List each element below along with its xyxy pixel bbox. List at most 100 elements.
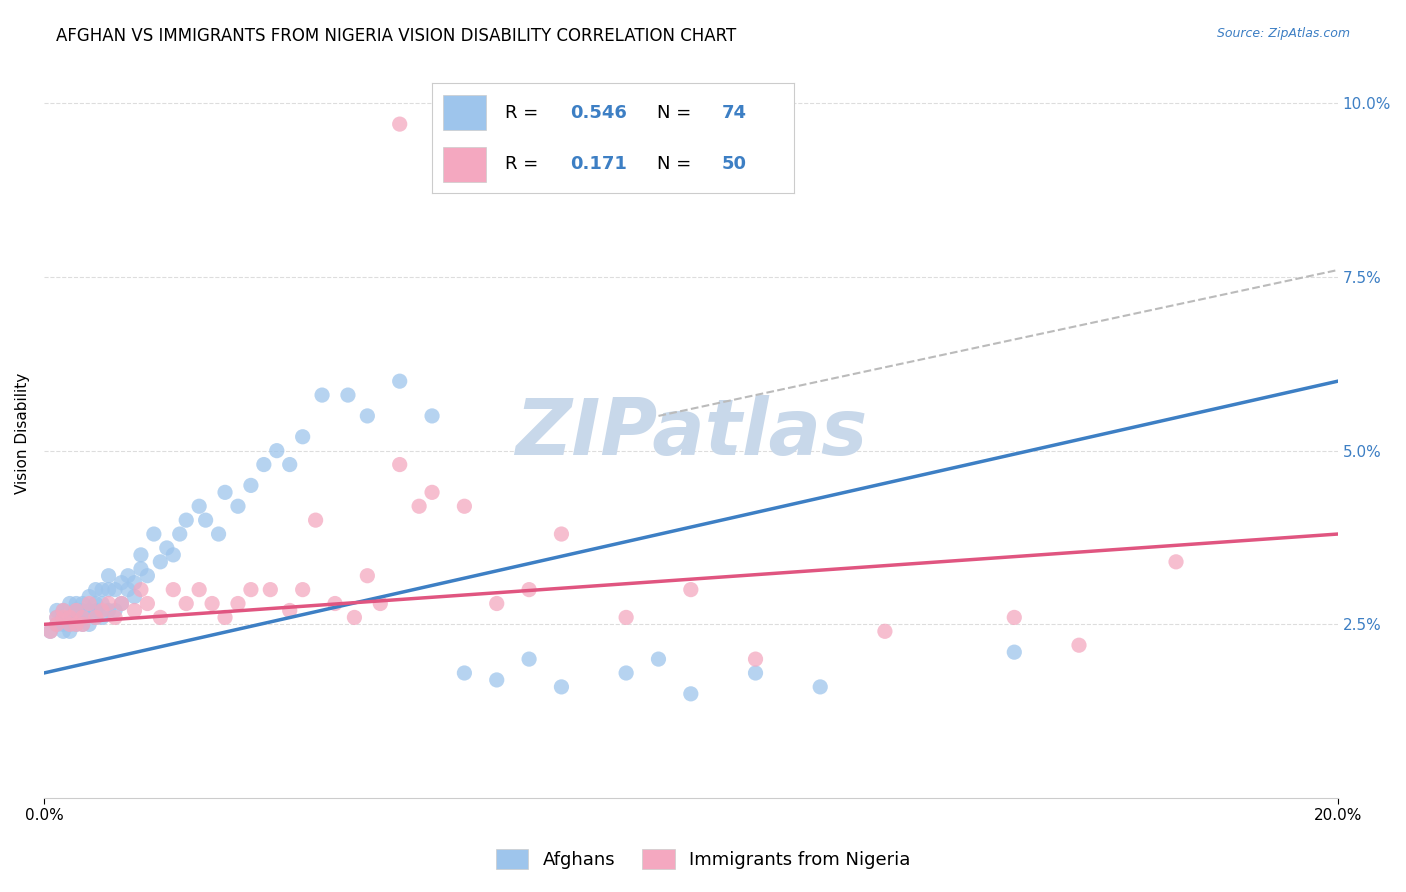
Point bbox=[453, 500, 475, 514]
Point bbox=[485, 673, 508, 687]
Point bbox=[1067, 638, 1090, 652]
Point bbox=[149, 610, 172, 624]
Point bbox=[291, 582, 314, 597]
Point bbox=[129, 562, 152, 576]
Point bbox=[388, 374, 411, 388]
Text: ZIPatlas: ZIPatlas bbox=[515, 395, 868, 471]
Point bbox=[194, 513, 217, 527]
Point bbox=[336, 388, 359, 402]
Point bbox=[52, 610, 75, 624]
Point bbox=[65, 597, 87, 611]
Point bbox=[136, 597, 159, 611]
Point bbox=[368, 597, 391, 611]
Point bbox=[97, 597, 120, 611]
Point bbox=[84, 597, 107, 611]
Point bbox=[174, 597, 197, 611]
Point bbox=[72, 610, 94, 624]
Point bbox=[188, 500, 211, 514]
Point bbox=[808, 680, 831, 694]
Point bbox=[77, 597, 100, 611]
Point bbox=[304, 513, 326, 527]
Point bbox=[84, 610, 107, 624]
Point bbox=[97, 603, 120, 617]
Point bbox=[1164, 555, 1187, 569]
Point bbox=[110, 597, 132, 611]
Point bbox=[253, 458, 276, 472]
Point bbox=[679, 687, 702, 701]
Point bbox=[91, 610, 114, 624]
Point bbox=[517, 582, 540, 597]
Point bbox=[744, 652, 766, 666]
Point bbox=[72, 603, 94, 617]
Point bbox=[84, 610, 107, 624]
Point bbox=[201, 597, 224, 611]
Point bbox=[91, 603, 114, 617]
Legend: Afghans, Immigrants from Nigeria: Afghans, Immigrants from Nigeria bbox=[486, 839, 920, 879]
Point bbox=[614, 610, 637, 624]
Point bbox=[453, 665, 475, 680]
Point bbox=[1002, 610, 1025, 624]
Y-axis label: Vision Disability: Vision Disability bbox=[15, 373, 30, 494]
Point bbox=[278, 603, 301, 617]
Point bbox=[162, 548, 184, 562]
Point bbox=[259, 582, 281, 597]
Point bbox=[65, 603, 87, 617]
Point bbox=[129, 548, 152, 562]
Point bbox=[550, 680, 572, 694]
Point bbox=[226, 597, 249, 611]
Point bbox=[744, 665, 766, 680]
Point bbox=[45, 610, 67, 624]
Point bbox=[77, 603, 100, 617]
Point bbox=[550, 527, 572, 541]
Point bbox=[59, 610, 82, 624]
Point bbox=[517, 652, 540, 666]
Point bbox=[52, 624, 75, 639]
Point bbox=[84, 582, 107, 597]
Point bbox=[110, 597, 132, 611]
Point bbox=[873, 624, 896, 639]
Point bbox=[149, 555, 172, 569]
Point bbox=[52, 617, 75, 632]
Point bbox=[420, 409, 443, 423]
Point bbox=[343, 610, 366, 624]
Point bbox=[1002, 645, 1025, 659]
Point bbox=[207, 527, 229, 541]
Point bbox=[278, 458, 301, 472]
Point bbox=[239, 478, 262, 492]
Point bbox=[169, 527, 191, 541]
Point bbox=[91, 582, 114, 597]
Point bbox=[408, 500, 430, 514]
Point bbox=[214, 610, 236, 624]
Point bbox=[188, 582, 211, 597]
Point bbox=[129, 582, 152, 597]
Point bbox=[72, 617, 94, 632]
Point bbox=[110, 575, 132, 590]
Point bbox=[97, 568, 120, 582]
Point bbox=[104, 582, 127, 597]
Point bbox=[77, 590, 100, 604]
Point bbox=[72, 597, 94, 611]
Point bbox=[142, 527, 165, 541]
Point bbox=[65, 617, 87, 632]
Point bbox=[91, 597, 114, 611]
Point bbox=[156, 541, 179, 555]
Point bbox=[162, 582, 184, 597]
Point bbox=[291, 430, 314, 444]
Point bbox=[647, 652, 669, 666]
Point bbox=[45, 603, 67, 617]
Point bbox=[59, 624, 82, 639]
Point bbox=[356, 568, 378, 582]
Point bbox=[52, 603, 75, 617]
Point bbox=[59, 597, 82, 611]
Point bbox=[65, 610, 87, 624]
Point bbox=[388, 458, 411, 472]
Point bbox=[104, 603, 127, 617]
Point bbox=[124, 603, 146, 617]
Point bbox=[420, 485, 443, 500]
Point bbox=[124, 590, 146, 604]
Point bbox=[311, 388, 333, 402]
Point bbox=[323, 597, 346, 611]
Point bbox=[65, 603, 87, 617]
Point bbox=[104, 610, 127, 624]
Point bbox=[679, 582, 702, 597]
